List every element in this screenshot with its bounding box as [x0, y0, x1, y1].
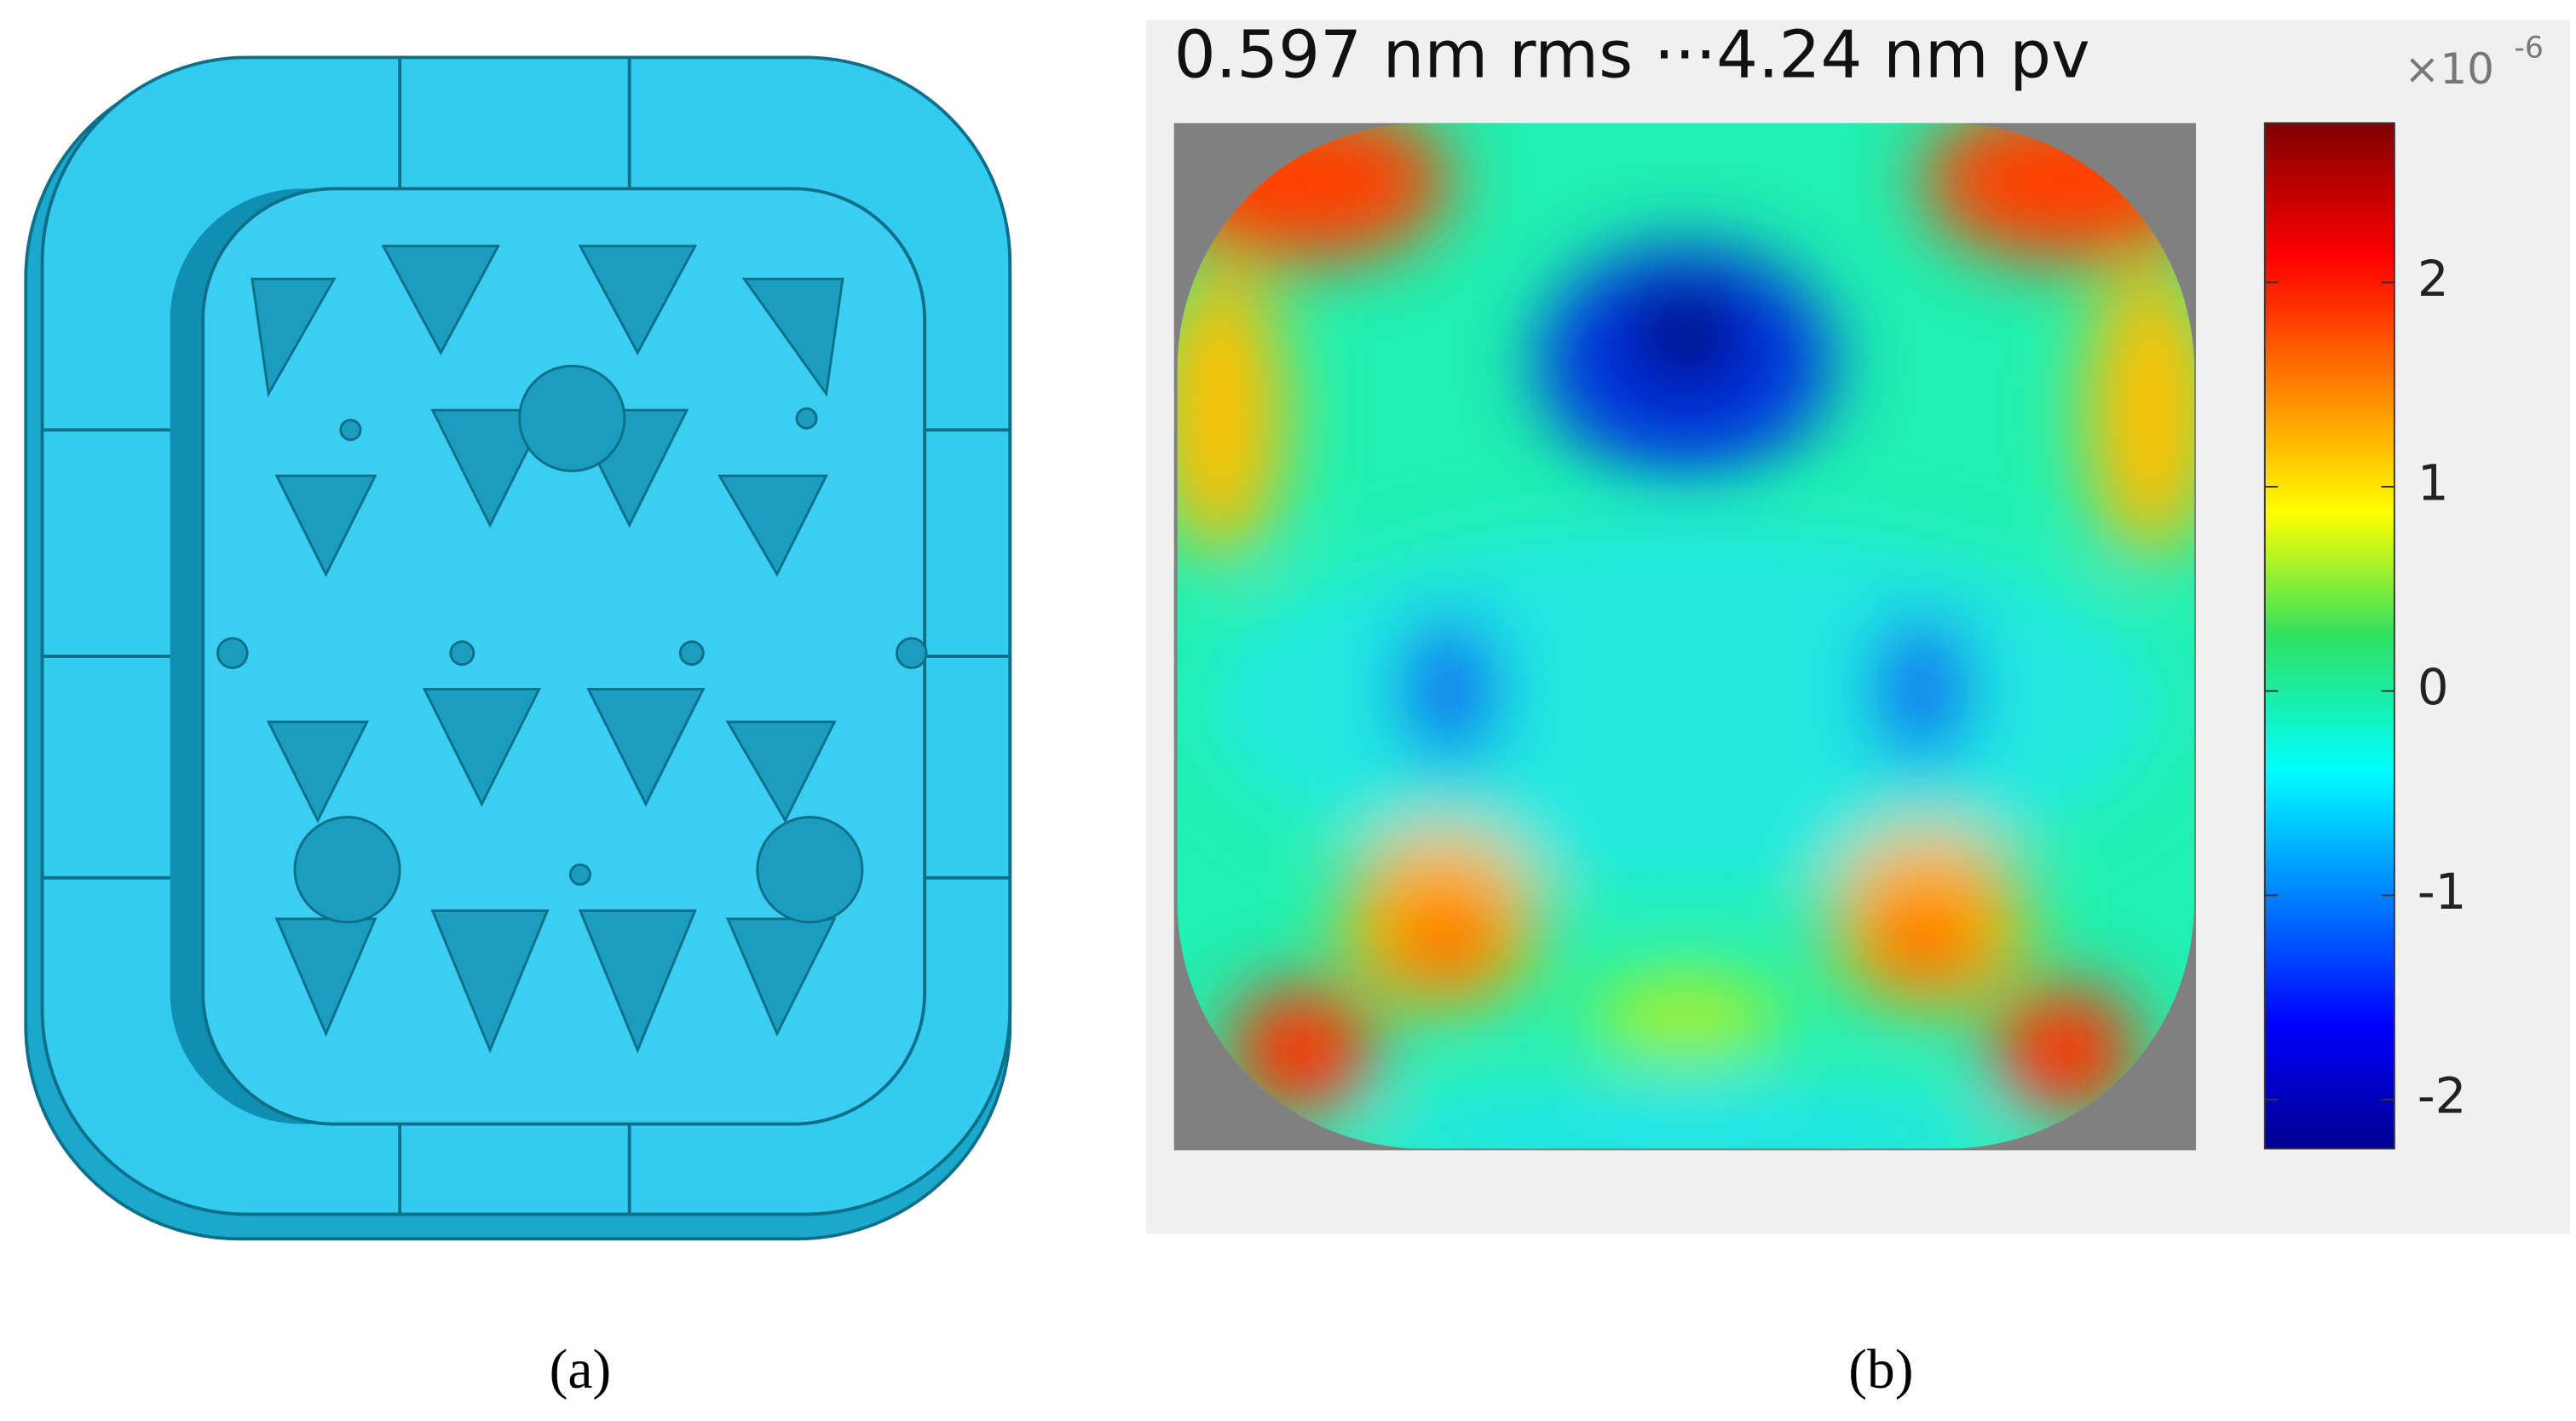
- colorbar: [2263, 122, 2395, 1150]
- tick-label: 1: [2418, 454, 2449, 512]
- tick-label: -2: [2418, 1067, 2467, 1125]
- colorbar-scale: ×10: [2404, 44, 2494, 94]
- map-title: 0.597 nm rms ···4.24 nm pv: [1174, 17, 2090, 93]
- panel-label: (b): [1848, 1339, 1913, 1401]
- colorbar-exponent: -6: [2514, 32, 2544, 66]
- tick-label: 0: [2418, 658, 2449, 716]
- panel-label: (a): [550, 1339, 612, 1401]
- tick-label: 2: [2418, 250, 2449, 308]
- tick-label: -1: [2418, 863, 2467, 921]
- colorbar-ticks: 2 1 0 -1 -2: [2264, 250, 2467, 1125]
- cad-model: [24, 55, 1012, 1241]
- surface-map: [1177, 123, 2195, 1149]
